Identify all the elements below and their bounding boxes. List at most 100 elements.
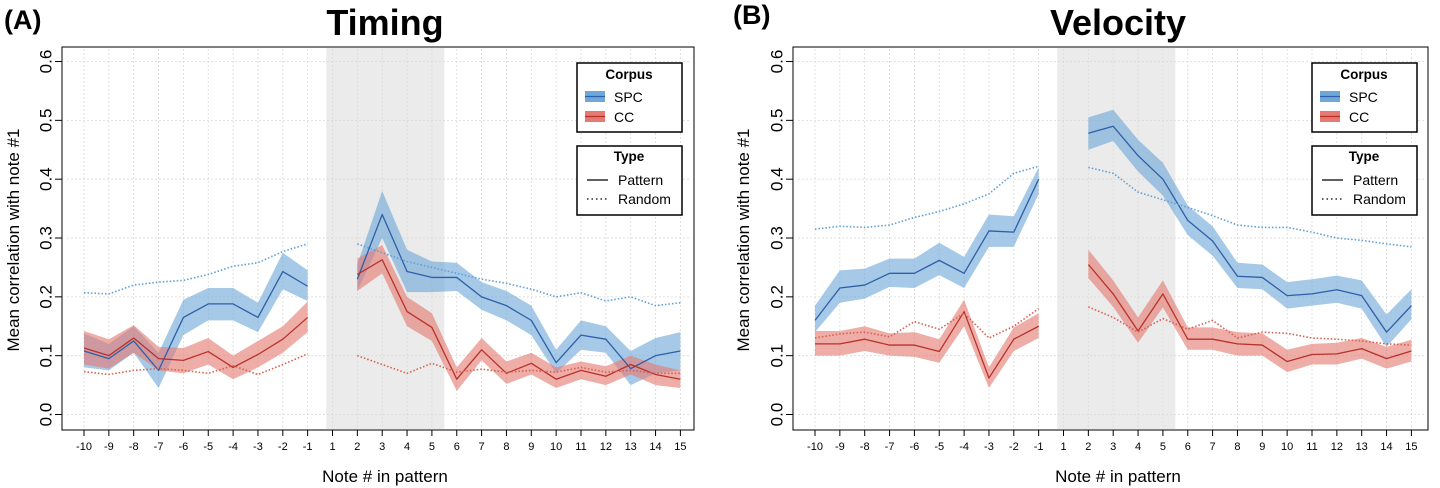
- x-tick-label: 5: [1160, 441, 1166, 453]
- x-tick-label: 9: [1259, 441, 1265, 453]
- x-tick-label: -7: [885, 441, 895, 453]
- x-tick-label: 6: [454, 441, 460, 453]
- legend: Corpus SPC CC Type Pattern Random: [576, 62, 683, 216]
- legend-type-title: Type: [1349, 149, 1380, 164]
- legend-label-pattern: Pattern: [618, 172, 663, 188]
- x-tick-label: 5: [429, 441, 435, 453]
- legend-label-cc: CC: [1349, 109, 1369, 125]
- x-tick-label: 11: [1306, 441, 1317, 453]
- x-tick-label: 14: [1380, 441, 1392, 453]
- panel-label: (B): [733, 0, 770, 30]
- x-tick-label: 12: [600, 441, 612, 453]
- x-tick-label: -6: [179, 441, 189, 453]
- y-tick-label: 0.2: [36, 285, 55, 309]
- confidence-band: [357, 245, 681, 391]
- y-axis-label: Mean correlation with note #1: [734, 128, 753, 351]
- x-tick-label: 7: [1210, 441, 1216, 453]
- series-line-pattern: [83, 316, 309, 369]
- x-axis-label: Note # in pattern: [322, 467, 448, 486]
- confidence-band: [357, 190, 681, 386]
- x-axis-label: Note # in pattern: [1055, 467, 1181, 486]
- panel-timing: (A) Timing Note # in pattern Mean correl…: [4, 2, 695, 486]
- confidence-band: [815, 167, 1039, 333]
- series-line-pattern: [1088, 125, 1412, 333]
- y-tick-label: 0.5: [36, 109, 55, 133]
- x-tick-label: -5: [934, 441, 944, 453]
- y-tick-label: 0.1: [767, 344, 786, 368]
- x-tick-label: 6: [1185, 441, 1191, 453]
- confidence-band: [815, 299, 1039, 389]
- x-tick-label: -8: [860, 441, 870, 453]
- series-line-pattern: [1087, 264, 1412, 363]
- legend: Corpus SPC CC Type Pattern Random: [1311, 62, 1418, 216]
- series-line-random: [1088, 306, 1412, 346]
- y-tick-label: 0.0: [767, 403, 786, 427]
- y-tick-label: 0.5: [767, 109, 786, 133]
- chart-title: Timing: [326, 2, 443, 43]
- legend-label-spc: SPC: [1349, 89, 1378, 105]
- x-tick-label: 13: [625, 441, 637, 453]
- x-tick-label: 13: [1356, 441, 1368, 453]
- y-tick-label: 0.4: [36, 167, 55, 191]
- x-tick-label: 4: [404, 441, 410, 453]
- legend-label-spc: SPC: [614, 89, 643, 105]
- legend-type: Type Pattern Random: [576, 145, 683, 216]
- y-tick-label: 0.3: [36, 226, 55, 250]
- legend-corpus-title: Corpus: [605, 67, 652, 82]
- x-tick-label: -9: [104, 441, 114, 453]
- series-line-pattern: [356, 213, 681, 370]
- y-tick-label: 0.6: [767, 50, 786, 74]
- series-line-random: [357, 243, 681, 307]
- legend-corpus-title: Corpus: [1340, 67, 1387, 82]
- x-tick-label: -2: [278, 441, 288, 453]
- series-line-random: [83, 353, 308, 376]
- legend-type: Type Pattern Random: [1311, 145, 1418, 216]
- x-tick-label: 2: [354, 441, 360, 453]
- series-line-pattern: [83, 270, 308, 372]
- x-tick-label: 10: [550, 441, 562, 453]
- x-tick-label: -4: [228, 441, 238, 453]
- x-tick-label: -7: [154, 441, 164, 453]
- legend-label-random: Random: [618, 191, 671, 207]
- x-tick-label: 7: [479, 441, 485, 453]
- x-tick-label: 2: [1085, 441, 1091, 453]
- y-tick-label: 0.6: [36, 50, 55, 74]
- series-line-pattern: [815, 310, 1039, 379]
- x-tick-label: 8: [503, 441, 509, 453]
- confidence-band: [84, 301, 308, 380]
- y-tick-label: 0.4: [767, 167, 786, 191]
- y-tick-label: 0.0: [36, 403, 55, 427]
- x-tick-label: -6: [910, 441, 920, 453]
- x-tick-label: -4: [959, 441, 969, 453]
- x-tick-label: 1: [1060, 441, 1066, 453]
- legend-label-pattern: Pattern: [1353, 172, 1398, 188]
- confidence-band: [1088, 249, 1412, 373]
- x-tick-label: 1: [329, 441, 335, 453]
- legend-corpus: Corpus SPC CC: [576, 62, 683, 133]
- x-tick-label: 15: [1405, 441, 1417, 453]
- x-tick-label: 14: [649, 441, 661, 453]
- shaded-region: [1057, 48, 1176, 429]
- x-tick-label: -1: [1034, 441, 1044, 453]
- y-axis-label: Mean correlation with note #1: [4, 128, 23, 351]
- panel-velocity: (B) Velocity Note # in pattern Mean corr…: [733, 0, 1429, 486]
- panel-label: (A): [4, 5, 41, 35]
- x-tick-label: -5: [203, 441, 213, 453]
- x-tick-label: 15: [674, 441, 686, 453]
- x-tick-label: -3: [253, 441, 263, 453]
- x-tick-label: 10: [1281, 441, 1293, 453]
- x-tick-label: -2: [1009, 441, 1019, 453]
- legend-label-random: Random: [1353, 191, 1406, 207]
- x-tick-label: -8: [129, 441, 139, 453]
- x-tick-label: -10: [76, 441, 92, 453]
- series-line-random: [357, 354, 681, 375]
- x-tick-label: 8: [1234, 441, 1240, 453]
- x-tick-label: 12: [1331, 441, 1343, 453]
- x-tick-label: -1: [303, 441, 313, 453]
- legend-type-title: Type: [614, 149, 645, 164]
- series-line-pattern: [814, 178, 1040, 321]
- x-tick-label: 9: [528, 441, 534, 453]
- y-tick-label: 0.1: [36, 344, 55, 368]
- x-tick-label: 3: [379, 441, 385, 453]
